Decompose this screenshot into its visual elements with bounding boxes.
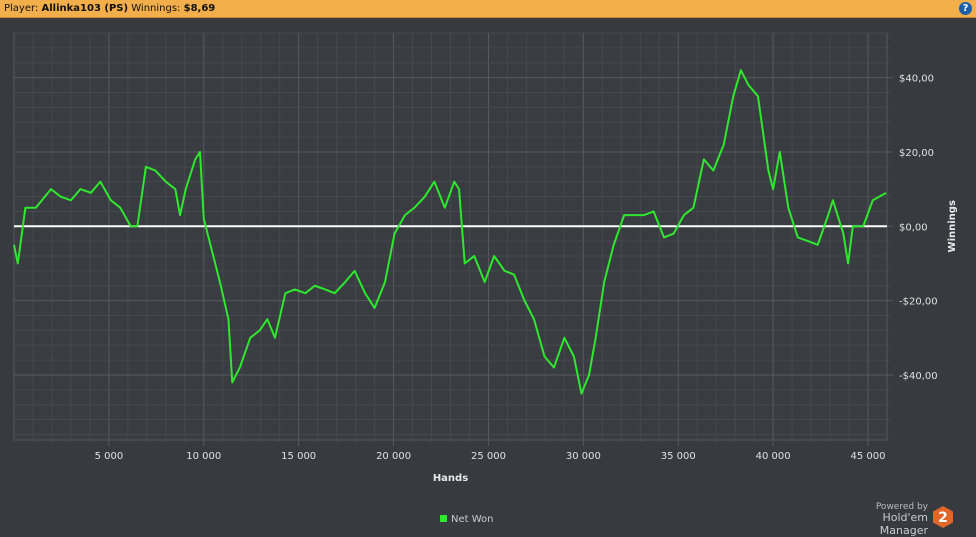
y-tick-label: -$20,00 [899, 297, 938, 308]
x-tick-label: 30 000 [566, 451, 601, 462]
x-tick-label: 45 000 [851, 451, 886, 462]
powered-by: Powered by [875, 502, 928, 512]
x-tick-label: 10 000 [186, 451, 221, 462]
winnings-chart: 5 000 10 000 15 000 20 000 25 000 30 000 35 00… [13, 32, 958, 484]
x-tick-label: 15 000 [281, 451, 316, 462]
series-line-net-won [13, 69, 887, 395]
y-tick-label: $20,00 [899, 148, 934, 159]
x-tick-label: 20 000 [376, 451, 411, 462]
y-axis-label: Winnings [947, 200, 958, 252]
winnings-label: Winnings: [131, 3, 181, 14]
legend-label: Net Won [451, 514, 494, 525]
help-icon[interactable]: ? [959, 2, 972, 15]
hm2-logo: 2 [933, 506, 953, 528]
y-tick-label: -$40,00 [899, 371, 938, 382]
legend[interactable]: Net Won [440, 514, 494, 525]
y-tick-label: $0,00 [899, 222, 928, 233]
x-axis-label: Hands [433, 473, 468, 484]
player-name: Allinka103 (PS) [41, 3, 129, 14]
player-label: Player: [4, 3, 39, 14]
x-tick-label: 40 000 [756, 451, 791, 462]
x-tick-label: 5 000 [95, 451, 124, 462]
y-tick-label: $40,00 [899, 74, 934, 85]
legend-swatch-net-won [440, 515, 447, 522]
product-name: Hold'em Manager [879, 511, 928, 537]
winnings-value: $8,69 [183, 3, 216, 14]
title-bar: Player: Allinka103 (PS) Winnings: $8,69 … [0, 0, 976, 18]
x-tick-label: 25 000 [471, 451, 506, 462]
svg-text:2: 2 [938, 510, 948, 526]
x-tick-label: 35 000 [661, 451, 696, 462]
